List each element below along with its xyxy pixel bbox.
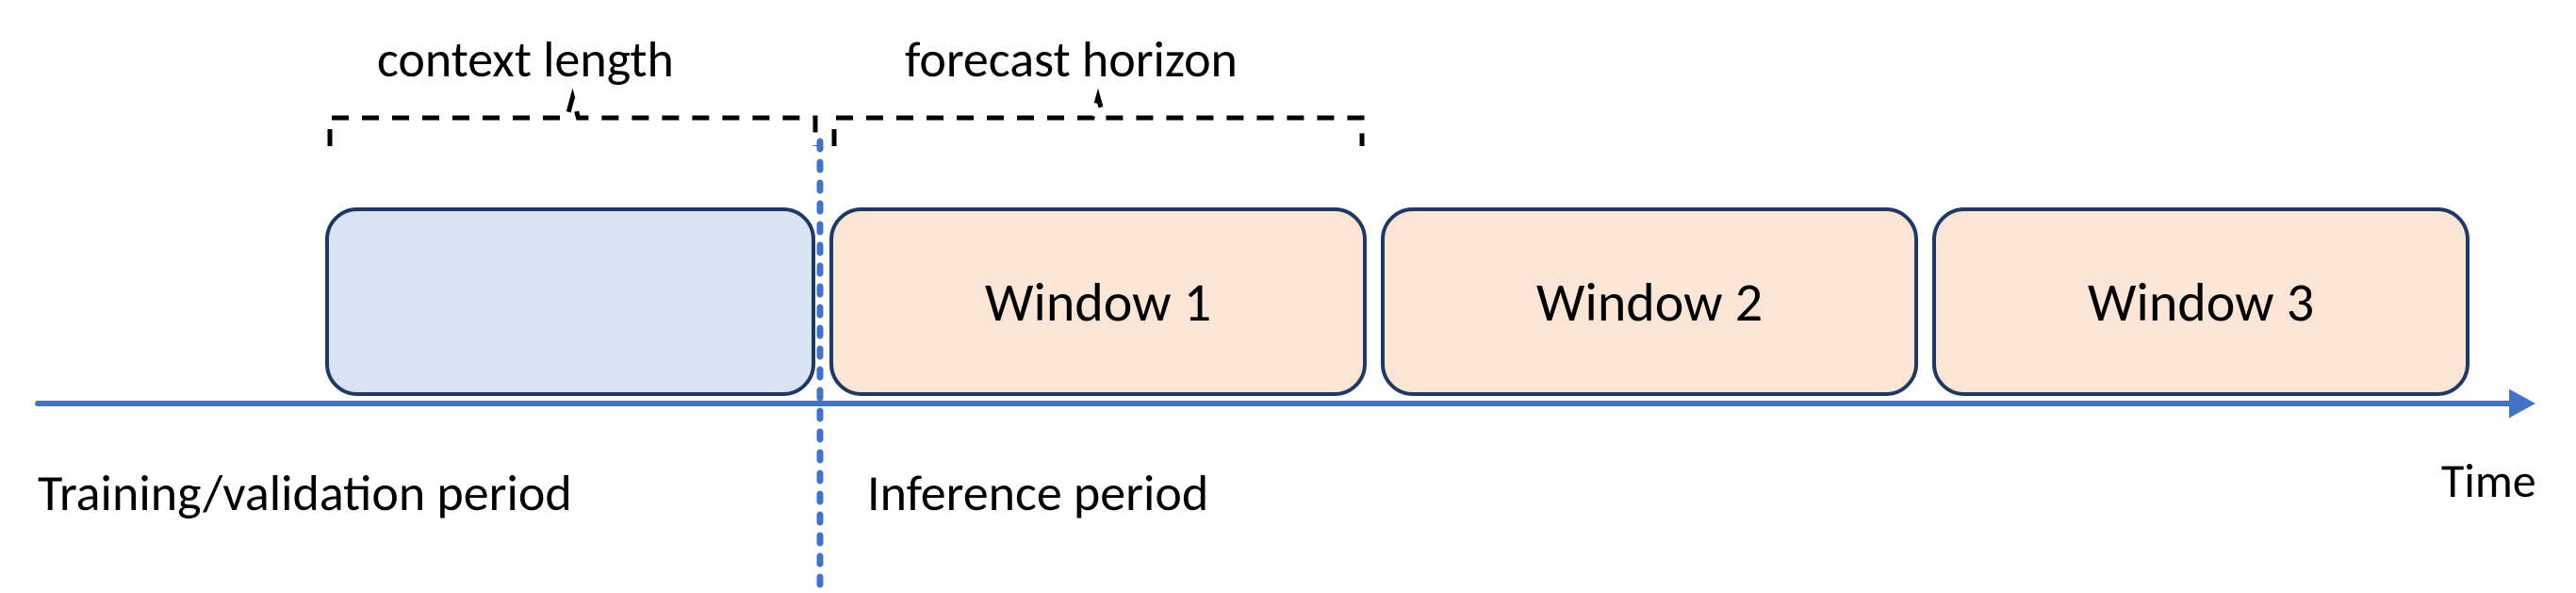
forecast-window-box: Window 1 [829, 207, 1367, 396]
diagram-stage: Time Window 1 Window 2 Window 3 context leng… [0, 0, 2576, 593]
training-period-label: Training/validation period [38, 462, 572, 524]
context-brace-label: context length [377, 28, 674, 91]
forecast-brace-label: forecast horizon [905, 28, 1238, 91]
axis-label-time: Time [2441, 453, 2536, 510]
forecast-window-label: Window 1 [985, 269, 1211, 336]
context-window-box [325, 207, 815, 396]
forecast-window-box: Window 2 [1381, 207, 1918, 396]
forecast-window-box: Window 3 [1932, 207, 2469, 396]
forecast-window-label: Window 2 [1536, 269, 1763, 336]
forecast-window-label: Window 3 [2088, 269, 2314, 336]
inference-period-label: Inference period [867, 462, 1208, 524]
